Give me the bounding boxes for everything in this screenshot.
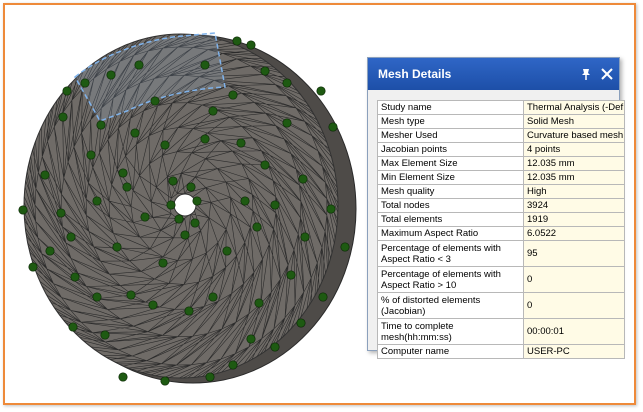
row-value: High — [523, 184, 625, 199]
mesh-details-table: Study name Thermal Analysis (-Def Mesh typ… — [377, 100, 625, 359]
row-label: Mesh quality — [377, 184, 524, 199]
row-label: Computer name — [377, 344, 524, 359]
graphics-viewport[interactable] — [5, 5, 634, 403]
mesh-model[interactable] — [5, 5, 634, 403]
row-label: Jacobian points — [377, 142, 524, 157]
row-label: Min Element Size — [377, 170, 524, 185]
pin-icon[interactable] — [579, 67, 593, 81]
row-value: 1919 — [523, 212, 625, 227]
table-row: Mesher Used Curvature based mesh — [377, 128, 625, 143]
row-value: 12.035 mm — [523, 156, 625, 171]
table-row: Mesh type Solid Mesh — [377, 114, 625, 129]
table-row: Mesh quality High — [377, 184, 625, 199]
table-row: Percentage of elements with Aspect Ratio… — [377, 266, 625, 293]
table-row: Min Element Size 12.035 mm — [377, 170, 625, 185]
row-value: 95 — [523, 240, 625, 267]
table-row: % of distorted elements (Jacobian) 0 — [377, 292, 625, 319]
row-label: Maximum Aspect Ratio — [377, 226, 524, 241]
row-label: Mesh type — [377, 114, 524, 129]
panel-titlebar[interactable]: Mesh Details — [368, 58, 619, 90]
row-label: Study name — [377, 100, 524, 115]
mesh-control-markers — [18, 36, 350, 386]
table-row: Percentage of elements with Aspect Ratio… — [377, 240, 625, 267]
table-row: Maximum Aspect Ratio 6.0522 — [377, 226, 625, 241]
table-row: Jacobian points 4 points — [377, 142, 625, 157]
row-value: USER-PC — [523, 344, 625, 359]
table-row: Max Element Size 12.035 mm — [377, 156, 625, 171]
table-row: Computer name USER-PC — [377, 344, 625, 359]
row-label: Time to complete mesh(hh:mm:ss) — [377, 318, 524, 345]
panel-title: Mesh Details — [378, 67, 452, 81]
row-value: Thermal Analysis (-Def — [523, 100, 625, 115]
row-value: 6.0522 — [523, 226, 625, 241]
selected-face-outline — [74, 32, 226, 122]
table-row: Time to complete mesh(hh:mm:ss) 00:00:01 — [377, 318, 625, 345]
table-row: Total nodes 3924 — [377, 198, 625, 213]
row-value: Curvature based mesh — [523, 128, 625, 143]
row-label: Mesher Used — [377, 128, 524, 143]
row-label: Percentage of elements with Aspect Ratio… — [377, 266, 524, 293]
row-value: 12.035 mm — [523, 170, 625, 185]
row-value: Solid Mesh — [523, 114, 625, 129]
center-hole — [173, 193, 197, 217]
row-value: 3924 — [523, 198, 625, 213]
row-label: % of distorted elements (Jacobian) — [377, 292, 524, 319]
row-value: 00:00:01 — [523, 318, 625, 345]
row-label: Max Element Size — [377, 156, 524, 171]
screenshot-frame: Mesh Details Study name Thermal Analysis … — [3, 3, 636, 405]
row-label: Percentage of elements with Aspect Ratio… — [377, 240, 524, 267]
table-row: Study name Thermal Analysis (-Def — [377, 100, 625, 115]
row-label: Total elements — [377, 212, 524, 227]
row-value: 0 — [523, 292, 625, 319]
row-value: 4 points — [523, 142, 625, 157]
row-label: Total nodes — [377, 198, 524, 213]
close-icon[interactable] — [599, 66, 615, 82]
row-value: 0 — [523, 266, 625, 293]
mesh-details-panel: Mesh Details Study name Thermal Analysis … — [367, 57, 625, 359]
table-row: Total elements 1919 — [377, 212, 625, 227]
